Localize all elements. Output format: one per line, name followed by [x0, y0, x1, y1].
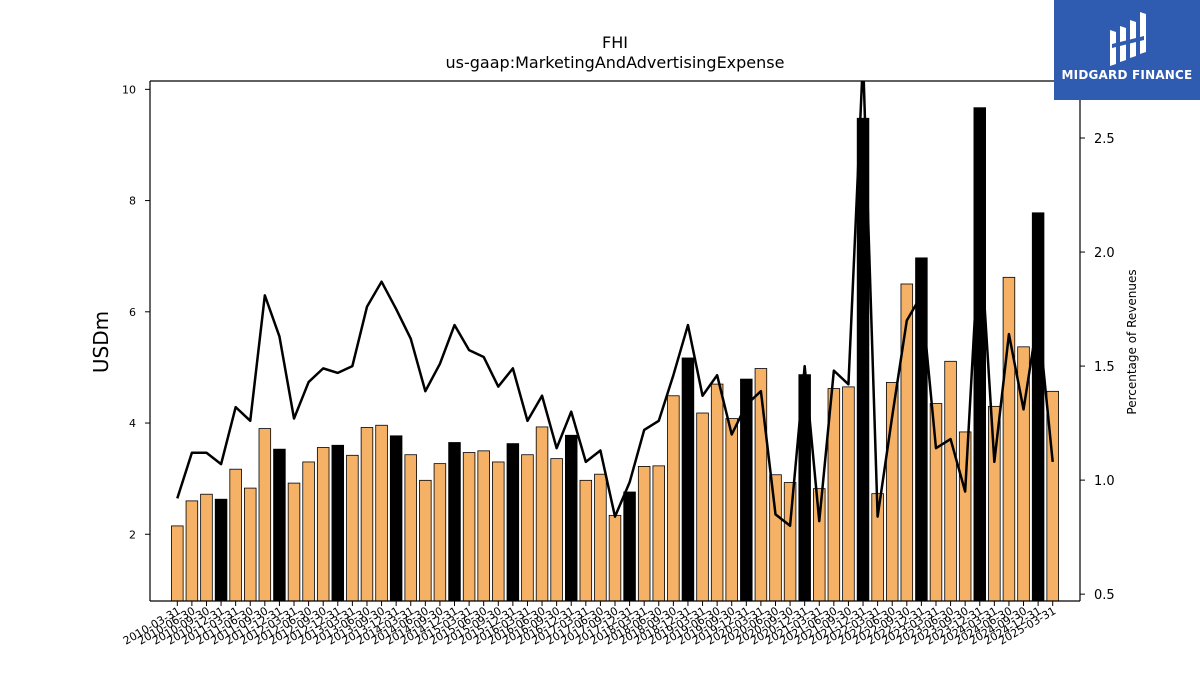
- bar: [885, 382, 899, 601]
- chart-subtitle: us-gaap:MarketingAndAdvertisingExpense: [446, 53, 785, 72]
- bar: [404, 454, 417, 601]
- bar: [462, 452, 476, 601]
- bars-layer: [171, 107, 1059, 601]
- bar: [316, 447, 330, 601]
- bar: [433, 463, 447, 601]
- bar: [477, 450, 490, 601]
- bar: [521, 454, 534, 601]
- y2-tick-label: 0.5: [1094, 588, 1115, 603]
- bar: [725, 418, 738, 601]
- y2-tick-label: 2.5: [1094, 132, 1115, 147]
- bar: [389, 435, 403, 601]
- bar: [346, 454, 359, 601]
- bar: [506, 443, 520, 601]
- logo-text: MIDGARD FINANCE: [1061, 68, 1193, 82]
- axes-layer: 2468100.51.01.52.02.52010-03-312010-06-3…: [121, 80, 1115, 648]
- bar: [258, 428, 272, 601]
- y2-tick-label: 1.0: [1094, 474, 1115, 489]
- bar: [360, 427, 374, 601]
- bar: [988, 405, 1001, 601]
- chart-title: FHI: [602, 33, 628, 52]
- bar: [492, 461, 505, 601]
- bar: [740, 378, 753, 601]
- y-tick-label: 6: [129, 306, 136, 319]
- bar: [171, 525, 184, 601]
- bar: [302, 461, 315, 601]
- bar: [185, 500, 199, 601]
- bar: [915, 257, 928, 601]
- bar: [273, 448, 286, 601]
- y-tick-label: 10: [122, 83, 136, 96]
- bar: [973, 107, 986, 601]
- bar: [564, 434, 578, 601]
- bar: [900, 283, 914, 601]
- bar: [813, 488, 826, 601]
- y-tick-label: 8: [129, 195, 136, 208]
- bar: [637, 466, 651, 601]
- bar: [667, 395, 680, 601]
- bar: [375, 424, 388, 601]
- bar: [448, 442, 461, 601]
- bar: [944, 360, 957, 601]
- bar: [1031, 212, 1045, 601]
- bar: [710, 383, 724, 601]
- y2-tick-label: 1.5: [1094, 360, 1115, 375]
- y-tick-label: 2: [129, 528, 136, 541]
- y-tick-label: 4: [129, 417, 136, 430]
- brand-logo: MIDGARD FINANCE: [1054, 0, 1200, 100]
- bar: [958, 431, 972, 601]
- bar: [1017, 346, 1030, 601]
- bar: [579, 479, 593, 601]
- bar: [842, 386, 855, 601]
- bar: [623, 491, 636, 601]
- bar: [783, 482, 797, 601]
- series-line: [176, 81, 1054, 527]
- midgard-logo-icon: [1110, 12, 1146, 66]
- y2-axis-label: Percentage of Revenues: [1125, 269, 1139, 414]
- bar: [419, 479, 432, 601]
- bar: [200, 493, 213, 601]
- bar: [652, 465, 665, 601]
- bar: [229, 468, 242, 601]
- bar: [594, 473, 607, 601]
- y-axis-label: USDm: [89, 311, 113, 373]
- bar: [244, 487, 257, 601]
- bar: [681, 357, 695, 601]
- bar: [535, 426, 549, 601]
- bar: [214, 498, 228, 601]
- bar: [550, 458, 563, 601]
- bar: [929, 403, 943, 601]
- bar: [331, 444, 345, 601]
- bar: [754, 368, 768, 601]
- y2-tick-label: 2.0: [1094, 246, 1115, 261]
- bar: [1002, 276, 1016, 601]
- bar: [769, 474, 782, 601]
- line-layer: [176, 81, 1054, 527]
- bar: [608, 514, 622, 601]
- bar: [696, 412, 709, 601]
- bar: [287, 482, 301, 601]
